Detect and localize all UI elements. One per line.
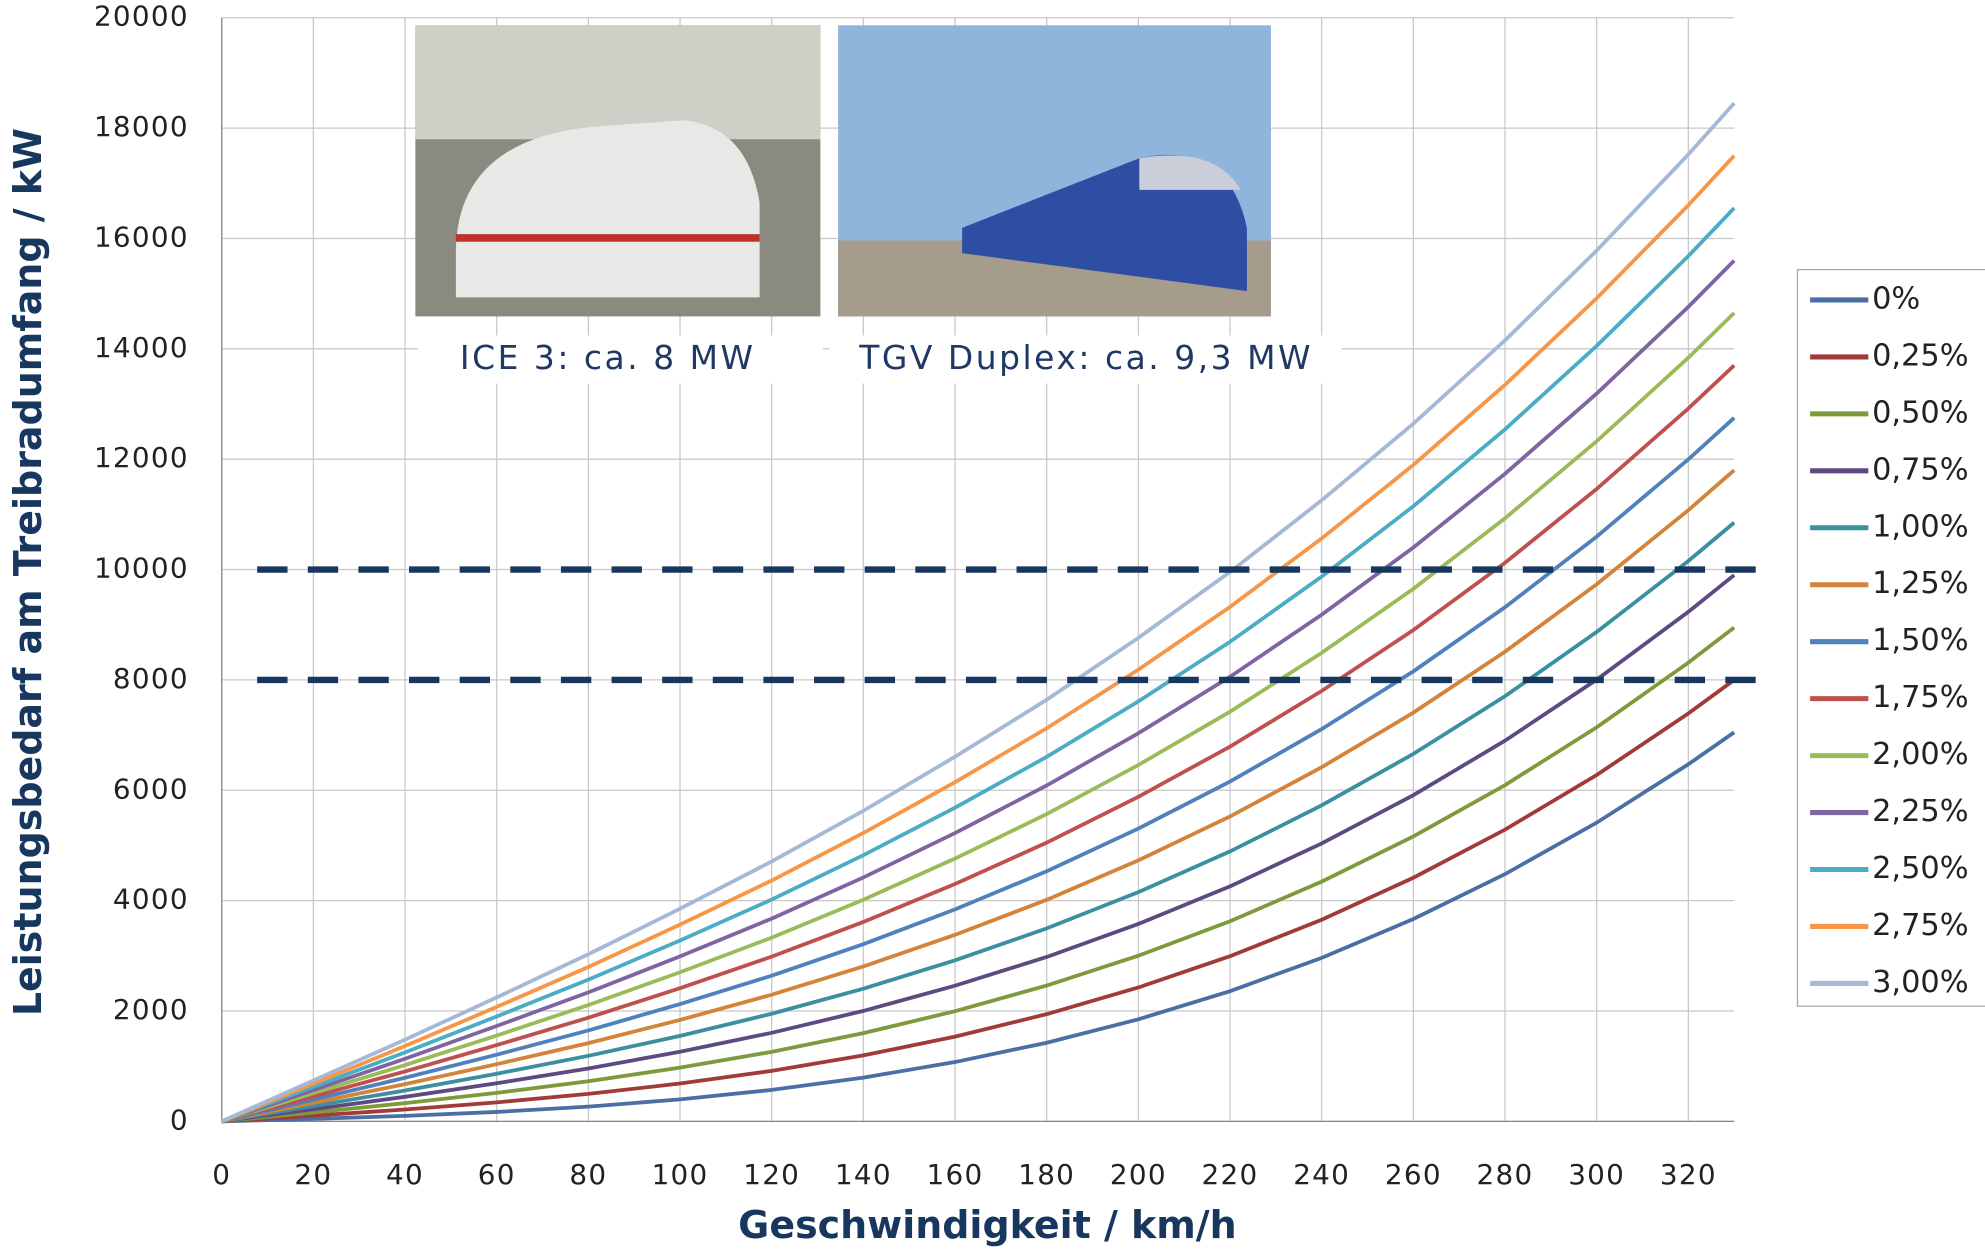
legend-label: 2,00% bbox=[1872, 737, 1968, 772]
y-tick-label: 8000 bbox=[113, 662, 189, 695]
x-tick-label: 0 bbox=[212, 1158, 231, 1191]
legend-box bbox=[1796, 268, 1985, 1007]
legend-label: 2,75% bbox=[1872, 908, 1968, 943]
series-line bbox=[221, 416, 1736, 1124]
x-tick-label: 180 bbox=[1018, 1158, 1075, 1191]
x-tick-label: 80 bbox=[569, 1158, 607, 1191]
series-line bbox=[221, 259, 1736, 1124]
y-tick-label: 2000 bbox=[113, 993, 189, 1026]
y-tick-label: 10000 bbox=[94, 552, 189, 585]
annotation: TGV Duplex: ca. 9,3 MW bbox=[858, 338, 1313, 377]
series-line bbox=[220, 154, 1736, 1124]
series-line bbox=[221, 468, 1736, 1124]
x-tick-label: 120 bbox=[743, 1158, 800, 1191]
y-tick-label: 16000 bbox=[94, 220, 189, 253]
series-line bbox=[221, 521, 1736, 1124]
legend-label: 2,25% bbox=[1872, 794, 1968, 829]
legend-label: 0,25% bbox=[1872, 338, 1968, 373]
legend-label: 1,50% bbox=[1872, 623, 1968, 658]
legend-label: 1,75% bbox=[1872, 680, 1968, 715]
series-line bbox=[221, 206, 1736, 1124]
legend-label: 0,50% bbox=[1872, 395, 1968, 430]
series-line bbox=[221, 678, 1736, 1124]
x-tick-label: 40 bbox=[386, 1158, 424, 1191]
y-tick-label: 18000 bbox=[94, 110, 189, 143]
anno-bg bbox=[829, 335, 1342, 384]
x-tick-label: 100 bbox=[652, 1158, 709, 1191]
legend-label: 0% bbox=[1872, 281, 1920, 316]
legend-label: 2,50% bbox=[1872, 851, 1968, 886]
anno-bg bbox=[417, 335, 823, 384]
series-line bbox=[221, 730, 1736, 1124]
series-line bbox=[221, 625, 1736, 1124]
y-tick-label: 6000 bbox=[113, 772, 189, 805]
x-tick-label: 220 bbox=[1202, 1158, 1259, 1191]
x-tick-label: 20 bbox=[294, 1158, 332, 1191]
ice-train bbox=[455, 120, 760, 298]
legend-label: 1,25% bbox=[1872, 566, 1968, 601]
x-tick-label: 200 bbox=[1110, 1158, 1167, 1191]
x-axis-label: Geschwindigkeit / km/h bbox=[738, 1203, 1237, 1247]
ice-sky bbox=[415, 25, 821, 140]
y-tick-label: 12000 bbox=[94, 441, 189, 474]
x-tick-label: 260 bbox=[1385, 1158, 1442, 1191]
series-line bbox=[221, 311, 1736, 1124]
legend-label: 0,75% bbox=[1872, 452, 1968, 487]
y-tick-label: 0 bbox=[170, 1103, 189, 1136]
y-tick-label: 14000 bbox=[94, 331, 189, 364]
y-tick-label: 4000 bbox=[113, 883, 189, 916]
x-tick-label: 140 bbox=[835, 1158, 892, 1191]
legend-label: 3,00% bbox=[1872, 965, 1968, 1000]
x-tick-label: 240 bbox=[1293, 1158, 1350, 1191]
legend-label: 1,00% bbox=[1872, 509, 1968, 544]
x-tick-label: 280 bbox=[1477, 1158, 1534, 1191]
series-line bbox=[221, 363, 1736, 1124]
annotation: ICE 3: ca. 8 MW bbox=[460, 338, 756, 377]
x-tick-label: 320 bbox=[1660, 1158, 1717, 1191]
series-line bbox=[221, 573, 1736, 1124]
x-tick-label: 160 bbox=[927, 1158, 984, 1191]
y-axis-label: Leistungsbedarf am Treibradumfang / kW bbox=[6, 128, 50, 1016]
ice-stripe bbox=[455, 234, 760, 242]
tgv-nose bbox=[1139, 155, 1241, 190]
series-line bbox=[220, 101, 1736, 1124]
y-tick-label: 20000 bbox=[94, 0, 189, 33]
photos: ICE 3: ca. 8 MW TGV Duplex: ca. 9,3 MW bbox=[415, 25, 1342, 384]
x-tick-label: 300 bbox=[1568, 1158, 1625, 1191]
x-tick-label: 60 bbox=[478, 1158, 516, 1191]
